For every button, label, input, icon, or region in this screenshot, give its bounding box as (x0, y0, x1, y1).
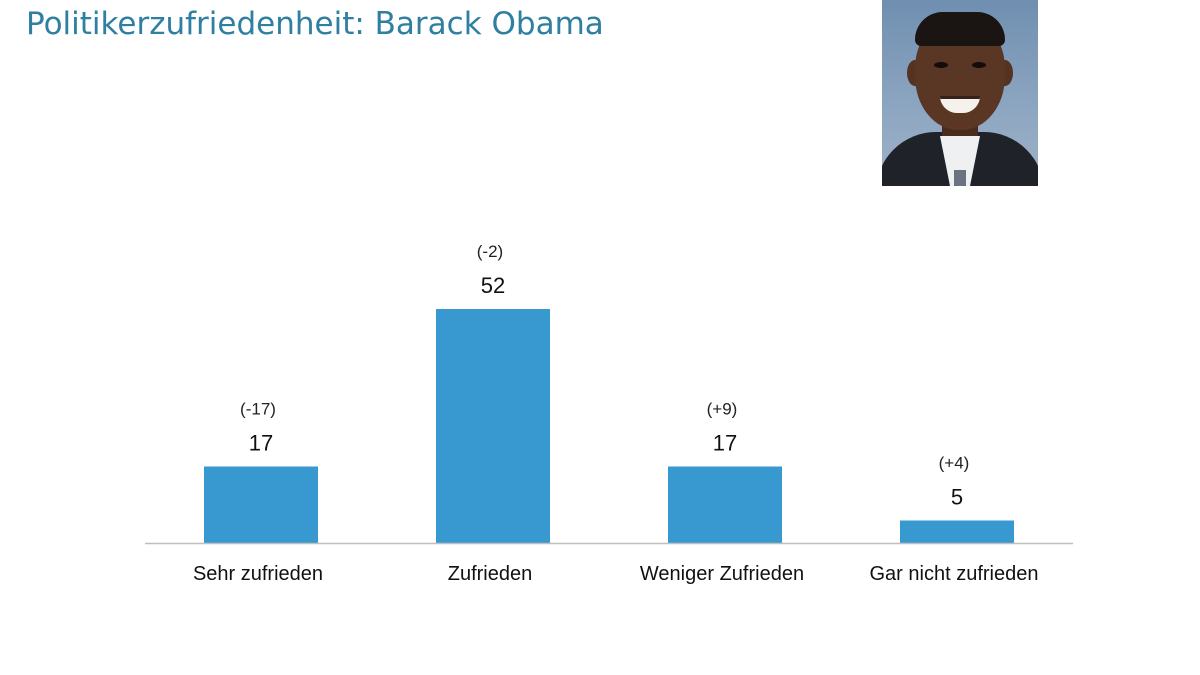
category-label-4: Gar nicht zufrieden (870, 563, 1039, 585)
portrait-eye-right (972, 62, 986, 68)
value-label-1: 17 (249, 431, 273, 456)
change-label-1: (-17) (240, 400, 276, 419)
category-label-1: Sehr zufrieden (193, 563, 323, 585)
bar-3 (668, 466, 782, 543)
labels-group: 17 (-17) Sehr zufrieden 52 (-2) Zufrieden 17 (+… (193, 242, 1039, 585)
change-label-2: (-2) (477, 242, 503, 261)
value-label-2: 52 (481, 273, 505, 298)
bars-group (204, 309, 1014, 543)
value-label-3: 17 (713, 431, 737, 456)
category-label-3: Weniger Zufrieden (640, 563, 804, 585)
category-label-2: Zufrieden (448, 563, 533, 585)
portrait-tie (954, 170, 966, 186)
change-label-3: (+9) (707, 400, 738, 419)
portrait-eye-left (934, 62, 948, 68)
portrait-photo (882, 0, 1038, 186)
value-label-4: 5 (951, 485, 963, 510)
portrait-hair (915, 12, 1005, 46)
portrait-smile (940, 96, 980, 113)
bar-1 (204, 466, 318, 543)
bar-4 (900, 520, 1014, 543)
bar-2 (436, 309, 550, 543)
change-label-4: (+4) (939, 454, 970, 473)
page-title: Politikerzufriedenheit: Barack Obama (26, 6, 604, 42)
